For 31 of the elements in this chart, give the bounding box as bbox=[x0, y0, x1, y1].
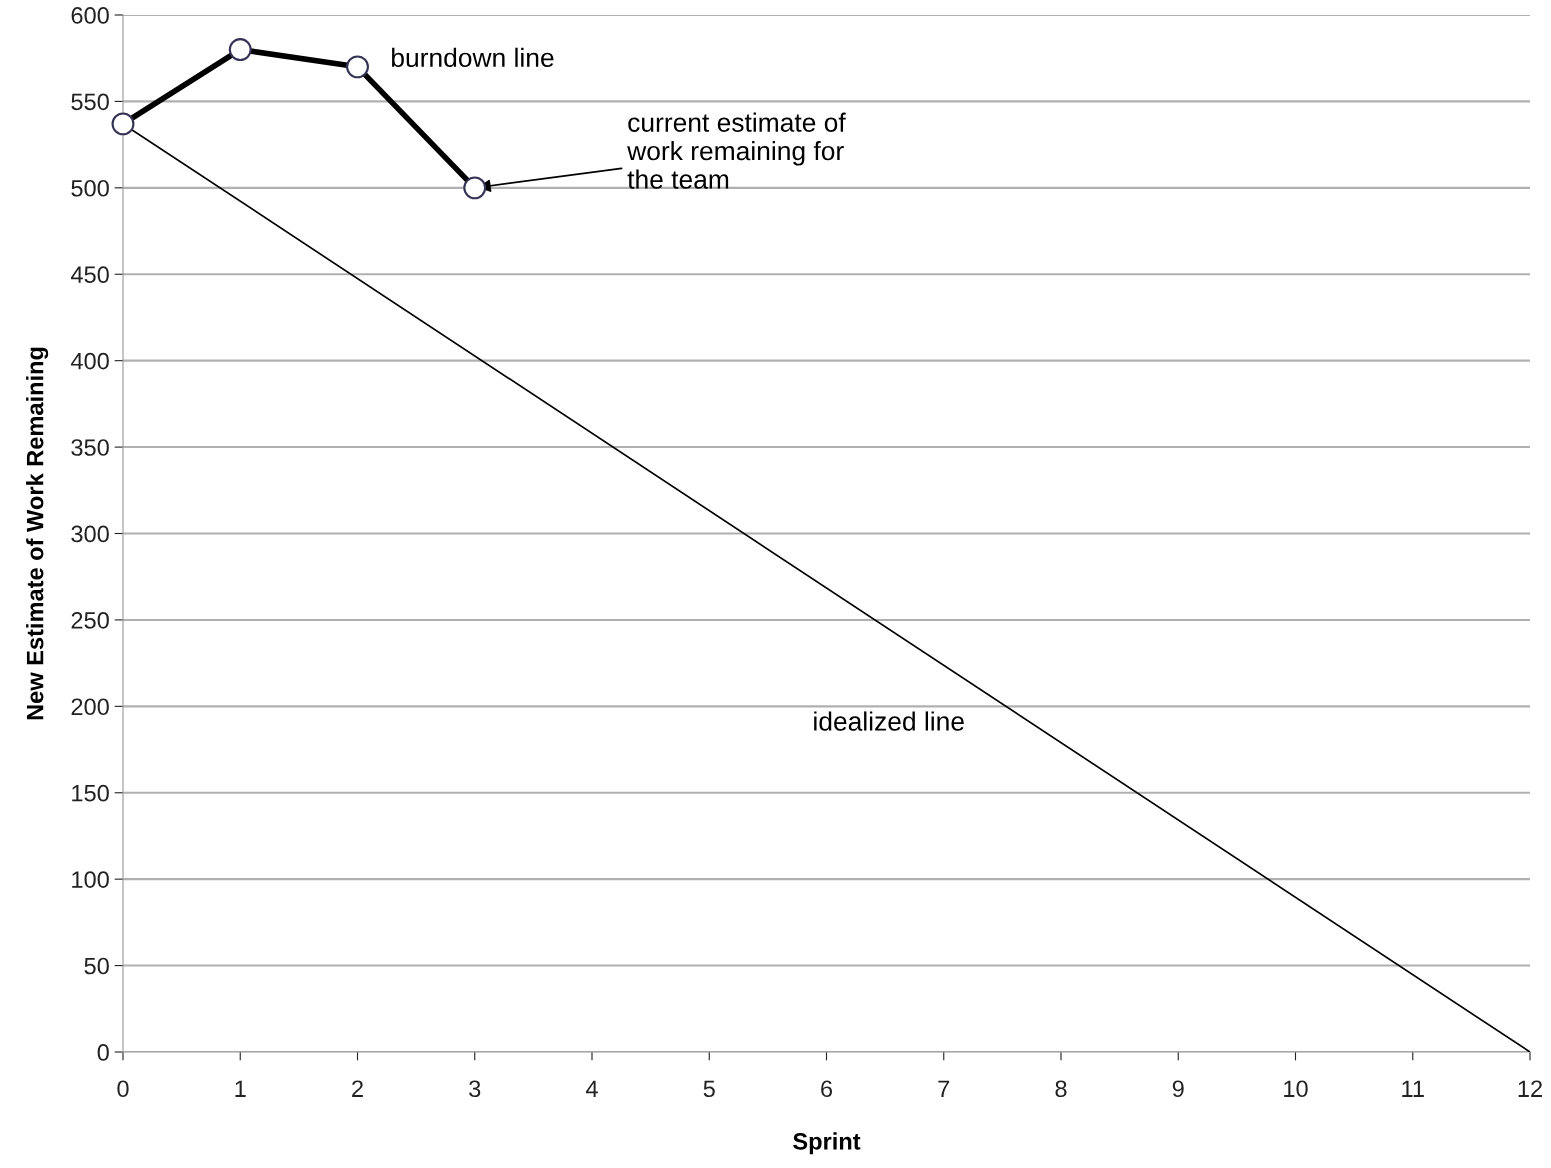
x-tick-label: 6 bbox=[821, 1080, 833, 1098]
x-tick-label: 8 bbox=[1055, 1080, 1067, 1098]
y-tick-label: 450 bbox=[70, 266, 109, 284]
x-tick-label: 2 bbox=[352, 1080, 363, 1097]
y-tick-label: 300 bbox=[71, 525, 109, 543]
x-tick-label: 4 bbox=[585, 1080, 598, 1097]
annotation: current estimate of work remaining for the team bbox=[627, 112, 846, 189]
y-tick-label: 0 bbox=[97, 1044, 109, 1061]
y-axis-title: New Estimate of Work Remaining bbox=[26, 347, 49, 720]
x-tick-label: 11 bbox=[1402, 1080, 1424, 1097]
y-tick-label: 150 bbox=[72, 784, 109, 802]
x-tick-label: 0 bbox=[117, 1080, 129, 1098]
y-tick-label: 500 bbox=[71, 179, 109, 197]
x-tick-label: 7 bbox=[938, 1080, 950, 1097]
y-tick-label: 400 bbox=[70, 352, 109, 370]
x-tick-label: 12 bbox=[1518, 1080, 1542, 1097]
x-tick-label: 10 bbox=[1284, 1080, 1308, 1098]
y-tick-label: 350 bbox=[71, 439, 109, 456]
y-tick-label: 50 bbox=[84, 957, 109, 975]
x-axis-title: Sprint bbox=[793, 1132, 861, 1155]
x-tick-label: 1 bbox=[235, 1080, 246, 1097]
y-tick-label: 250 bbox=[71, 611, 109, 629]
y-tick-label: 200 bbox=[71, 698, 109, 716]
y-tick-label: 550 bbox=[71, 93, 109, 111]
series-label: burndown line bbox=[392, 47, 554, 68]
x-tick-label: 5 bbox=[703, 1080, 715, 1098]
y-tick-label: 600 bbox=[71, 7, 109, 24]
y-tick-label: 100 bbox=[72, 871, 109, 888]
x-tick-label: 3 bbox=[469, 1080, 481, 1098]
series-label: idealized line bbox=[814, 711, 964, 731]
x-tick-label: 9 bbox=[1172, 1080, 1184, 1098]
